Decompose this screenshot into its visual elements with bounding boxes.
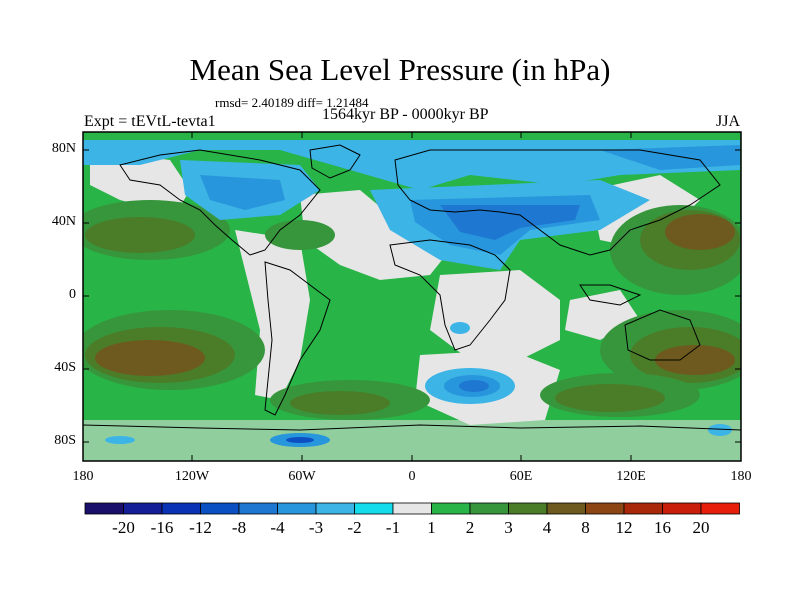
lat-label-80n: 80N: [51, 141, 76, 156]
pressure-field: [83, 132, 741, 461]
colorbar-box: [508, 502, 548, 515]
lat-label-0: 0: [69, 287, 76, 302]
lon-label-0: 0: [408, 469, 416, 484]
colorbar-label: 8: [581, 518, 590, 537]
colorbar-label: -2: [347, 518, 362, 537]
colorbar-box: [315, 502, 355, 515]
colorbar-box: [431, 502, 471, 515]
colorbar-box: [277, 502, 317, 515]
colorbar-label: -4: [270, 518, 285, 537]
colorbar-box: [354, 502, 394, 515]
colorbar-box: [161, 502, 201, 515]
colorbar-label: -12: [189, 518, 212, 537]
colorbar-label: -8: [231, 518, 247, 537]
season-label: JJA: [716, 113, 741, 130]
colorbar-label: 16: [654, 518, 671, 537]
colorbar-label: 1: [427, 518, 436, 537]
colorbar-box: [123, 502, 163, 515]
colorbar-box: [469, 502, 509, 515]
colorbar-box: [238, 502, 278, 515]
colorbar-box: [84, 502, 124, 515]
lon-label-60e: 60E: [509, 469, 533, 484]
lat-label-80s: 80S: [54, 433, 76, 448]
colorbar-label: -3: [308, 518, 324, 537]
colorbar-box: [200, 502, 240, 515]
colorbar-box: [662, 502, 702, 515]
colorbar-label: 4: [542, 518, 552, 537]
colorbar-label: -16: [150, 518, 174, 537]
colorbar-box: [392, 502, 432, 515]
lon-label-120w: 120W: [174, 469, 210, 484]
colorbar-label: -1: [385, 518, 401, 537]
experiment-label: Expt = tEVtL-tevta1: [84, 113, 216, 130]
axis-ticks: [83, 132, 741, 461]
lon-label-180w: 180: [72, 469, 94, 484]
colorbar: [84, 502, 740, 515]
colorbar-label: -20: [112, 518, 135, 537]
time-period: 1564kyr BP - 0000kyr BP: [322, 106, 489, 123]
coastlines: [83, 144, 741, 431]
lon-label-60w: 60W: [288, 469, 316, 484]
lat-label-40s: 40S: [54, 360, 76, 375]
colorbar-box: [623, 502, 663, 515]
rmsd-diff-stats: rmsd= 2.40189 diff= 1.21484: [215, 95, 369, 110]
colorbar-label: 12: [615, 518, 633, 537]
lon-label-120e: 120E: [616, 469, 646, 484]
colorbar-box: [700, 502, 740, 515]
colorbar-label: 2: [465, 518, 475, 537]
lat-label-40n: 40N: [51, 214, 76, 229]
colorbar-label: 20: [692, 518, 710, 537]
map-title: Mean Sea Level Pressure (in hPa): [189, 52, 611, 87]
colorbar-label: 3: [504, 518, 513, 537]
colorbar-box: [546, 502, 586, 515]
lon-label-180e: 180: [730, 469, 752, 484]
colorbar-box: [585, 502, 625, 515]
